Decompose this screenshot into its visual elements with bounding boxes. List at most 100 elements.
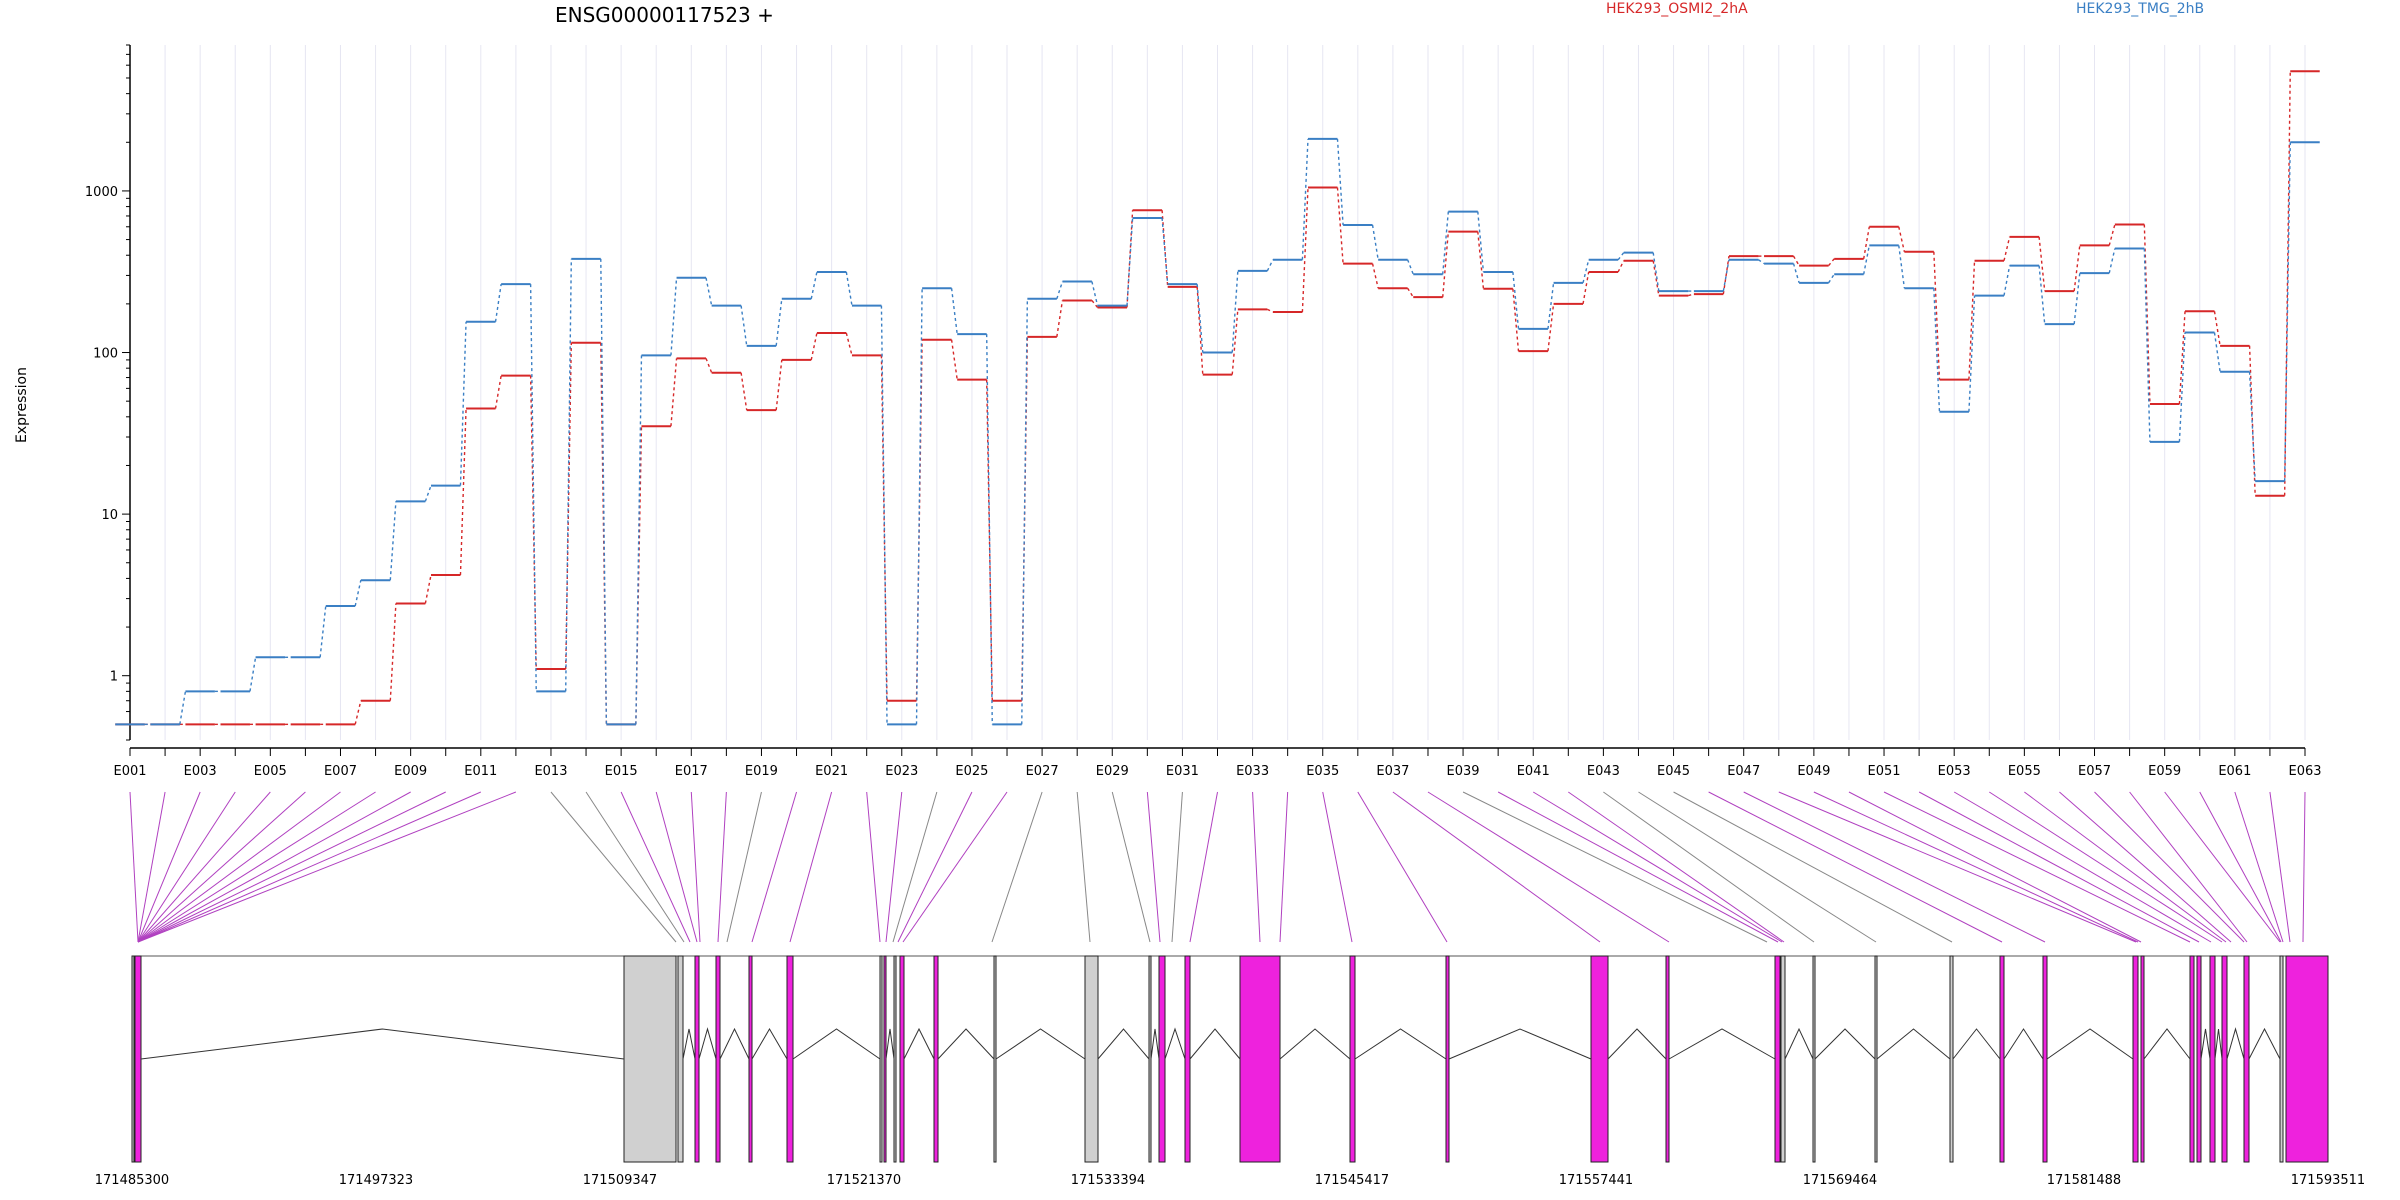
x-tick-label: E025: [955, 764, 988, 779]
exon-block: [1349, 955, 1356, 1163]
exon-connector: [1171, 791, 1183, 943]
intron-line: [2226, 1027, 2245, 1060]
intron-line: [1150, 1028, 1160, 1060]
exon-connector: [2164, 791, 2281, 943]
exon-block: [2285, 955, 2329, 1163]
exon-block: [786, 955, 794, 1163]
x-tick-label: E037: [1376, 764, 1409, 779]
step-connector: [2283, 71, 2291, 496]
exon-connector: [1673, 791, 1953, 943]
intron-line: [1607, 1028, 1667, 1060]
exon-connector: [1953, 791, 2212, 943]
x-tick-label: E029: [1096, 764, 1129, 779]
step-connector: [529, 375, 537, 670]
exon-connector: [2059, 791, 2232, 943]
step-connector: [705, 277, 713, 306]
legend-osmi2: HEK293_OSMI2_2hA: [1606, 1, 1748, 17]
step-connector: [529, 284, 537, 692]
intron-line: [1668, 1028, 1776, 1060]
intron-line: [1189, 1028, 1241, 1060]
exon-connector: [2234, 791, 2284, 943]
step-connector: [1512, 288, 1520, 352]
step-connector: [1336, 138, 1344, 226]
exon-block: [893, 955, 897, 1163]
step-connector: [565, 258, 573, 692]
x-tick-label: E063: [2288, 764, 2321, 779]
exon-connector: [1918, 791, 2200, 943]
x-tick-label: E043: [1587, 764, 1620, 779]
step-connector: [2108, 248, 2116, 274]
intron-line: [1354, 1028, 1447, 1060]
exon-block: [2243, 955, 2250, 1163]
step-connector: [1933, 288, 1941, 412]
y-tick-label: 10: [101, 508, 118, 523]
genomic-tick-label: 171521370: [827, 1173, 901, 1188]
gene-model-track: [131, 955, 2329, 1163]
step-connector: [354, 700, 362, 725]
step-connector: [1301, 187, 1309, 313]
exon-block: [2140, 955, 2145, 1163]
step-connector: [1371, 224, 1379, 260]
genomic-tick-label: 171581488: [2047, 1173, 2121, 1188]
exon-connector: [1279, 791, 1289, 943]
exon-connector: [1603, 791, 1815, 943]
step-connector: [319, 605, 327, 658]
intron-line: [682, 1028, 696, 1060]
step-connector: [1477, 211, 1485, 273]
y-tick-label: 1000: [85, 185, 118, 200]
step-connector: [1231, 270, 1239, 353]
step-connector: [459, 321, 467, 486]
exon-block: [1590, 955, 1609, 1163]
intron-line: [937, 1028, 995, 1060]
step-connector: [810, 271, 818, 299]
exon-connector: [1322, 791, 1353, 943]
genomic-tick-label: 171593511: [2291, 1173, 2365, 1188]
step-connector: [1547, 303, 1555, 352]
step-connector: [775, 359, 783, 411]
x-tick-label: E003: [184, 764, 217, 779]
exon-connector: [885, 791, 903, 943]
exon-connector: [1638, 791, 1877, 943]
intron-line: [1279, 1028, 1351, 1060]
exon-block: [1999, 955, 2005, 1163]
step-connector: [1862, 245, 1870, 275]
exon-block: [623, 955, 677, 1163]
x-tick-label: E027: [1026, 764, 1059, 779]
step-connector: [1267, 308, 1274, 313]
exon-connector: [620, 791, 691, 943]
exon-block: [2279, 955, 2284, 1163]
x-tick-label: E047: [1727, 764, 1760, 779]
step-connector: [2248, 371, 2256, 482]
step-connector: [1898, 245, 1906, 289]
step-connector: [1371, 263, 1379, 289]
step-connector: [2143, 224, 2151, 405]
step-connector: [845, 271, 853, 306]
exon-block: [899, 955, 905, 1163]
intron-line: [1448, 1028, 1592, 1060]
series-0: [115, 70, 2320, 726]
exon-connector: [2199, 791, 2282, 943]
x-tick-label: E049: [1797, 764, 1830, 779]
step-connector: [1336, 187, 1344, 264]
step-connector: [985, 334, 993, 725]
x-tick-label: E051: [1868, 764, 1901, 779]
step-connector: [494, 284, 502, 322]
genomic-tick-label: 171545417: [1315, 1173, 1389, 1188]
step-connector: [1617, 252, 1625, 261]
genomic-tick-label: 171557441: [1559, 1173, 1633, 1188]
y-tick-label: 100: [93, 347, 118, 362]
step-connector: [459, 408, 467, 576]
genomic-tick-label: 171533394: [1071, 1173, 1145, 1188]
exon-connector: [137, 791, 517, 943]
step-connector: [354, 580, 362, 607]
exon-connector: [1427, 791, 1670, 943]
step-connector: [1056, 281, 1064, 300]
x-tick-label: E045: [1657, 764, 1690, 779]
exon-connector: [137, 791, 306, 943]
x-tick-label: E011: [464, 764, 497, 779]
step-connector: [1442, 211, 1450, 275]
exon-connector: [137, 791, 411, 943]
step-connector: [1266, 259, 1274, 272]
exon-connector: [1568, 791, 1785, 943]
intron-line: [751, 1028, 788, 1060]
